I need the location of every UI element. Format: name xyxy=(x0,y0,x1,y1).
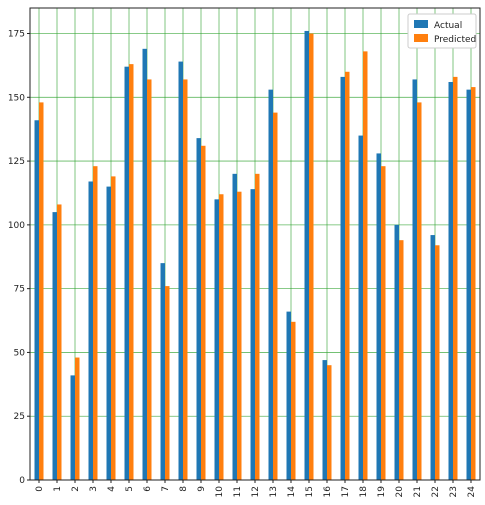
bar-actual-12 xyxy=(250,189,255,481)
x-tick-label: 22 xyxy=(431,486,441,497)
bar-actual-9 xyxy=(196,138,201,481)
bar-actual-6 xyxy=(142,48,147,480)
x-tick-label: 16 xyxy=(323,486,333,498)
bar-predicted-14 xyxy=(291,321,296,480)
bar-actual-22 xyxy=(430,235,435,480)
bar-actual-4 xyxy=(106,186,111,480)
x-tick-label: 0 xyxy=(35,486,45,492)
bars xyxy=(34,30,476,481)
x-tick-label: 12 xyxy=(251,486,261,497)
bar-predicted-1 xyxy=(57,204,62,481)
bar-actual-7 xyxy=(160,263,165,480)
legend-swatch-predicted xyxy=(414,34,428,42)
bar-predicted-0 xyxy=(39,102,44,481)
x-tick-label: 13 xyxy=(269,486,279,497)
legend-label-actual: Actual xyxy=(434,21,462,31)
bar-predicted-9 xyxy=(201,145,206,480)
bar-predicted-10 xyxy=(219,194,224,480)
x-tick-label: 18 xyxy=(359,486,369,498)
x-tick-label: 9 xyxy=(197,486,207,492)
x-tick-label: 15 xyxy=(305,486,315,497)
bar-actual-2 xyxy=(70,375,75,480)
bar-predicted-6 xyxy=(147,79,152,480)
bar-actual-14 xyxy=(286,311,291,480)
x-tick-label: 4 xyxy=(107,486,117,492)
bar-actual-23 xyxy=(448,81,453,480)
bar-actual-5 xyxy=(124,66,129,480)
bar-predicted-17 xyxy=(345,71,350,480)
x-tick-label: 11 xyxy=(233,486,243,497)
y-tick-label: 50 xyxy=(14,348,26,358)
y-tick-label: 0 xyxy=(19,476,25,486)
bar-predicted-12 xyxy=(255,173,260,481)
bar-actual-17 xyxy=(340,76,345,481)
bar-predicted-15 xyxy=(309,33,314,480)
y-tick-label: 150 xyxy=(8,93,25,103)
y-tick-label: 175 xyxy=(8,30,25,40)
legend: Actual Predicted xyxy=(407,13,477,49)
bar-actual-19 xyxy=(376,153,381,480)
y-tick-label: 25 xyxy=(14,412,25,422)
bar-actual-8 xyxy=(178,61,183,481)
bar-predicted-21 xyxy=(417,102,422,481)
bar-predicted-7 xyxy=(165,286,170,480)
bar-actual-0 xyxy=(34,120,39,480)
bar-predicted-13 xyxy=(273,112,278,480)
x-tick-label: 10 xyxy=(215,486,225,498)
bar-actual-11 xyxy=(232,173,237,481)
bar-predicted-8 xyxy=(183,79,188,480)
bar-actual-1 xyxy=(52,212,57,481)
bar-predicted-18 xyxy=(363,51,368,480)
x-tick-label: 23 xyxy=(449,486,459,497)
bar-actual-21 xyxy=(412,79,417,480)
bar-predicted-3 xyxy=(93,166,98,480)
bar-predicted-16 xyxy=(327,365,332,480)
bar-actual-20 xyxy=(394,224,399,480)
bar-predicted-22 xyxy=(435,245,440,480)
x-tick-label: 3 xyxy=(89,486,99,492)
bar-predicted-23 xyxy=(453,76,458,481)
x-tick-label: 14 xyxy=(287,486,297,498)
y-tick-label: 125 xyxy=(8,157,25,167)
legend-label-predicted: Predicted xyxy=(434,35,476,45)
y-tick-label: 75 xyxy=(14,285,25,295)
bar-actual-18 xyxy=(358,135,363,480)
bar-predicted-24 xyxy=(471,87,476,480)
x-tick-label: 2 xyxy=(71,486,81,492)
bar-predicted-11 xyxy=(237,191,242,480)
x-tick-label: 8 xyxy=(179,486,189,492)
y-axis: 0 25 50 75 100 125 150 175 xyxy=(8,30,30,486)
bar-predicted-19 xyxy=(381,166,386,480)
bar-predicted-4 xyxy=(111,176,116,480)
bar-actual-13 xyxy=(268,89,273,480)
x-tick-label: 19 xyxy=(377,486,387,498)
x-tick-label: 24 xyxy=(467,486,477,498)
y-tick-label: 100 xyxy=(8,221,25,231)
x-axis: 0 1 2 3 4 5 6 7 8 9 10 11 12 13 14 15 16 17 18 19 20 21 22 23 24 xyxy=(35,480,477,497)
bar-predicted-20 xyxy=(399,240,404,480)
bar-predicted-5 xyxy=(129,64,134,480)
x-tick-label: 20 xyxy=(395,486,405,498)
bar-actual-10 xyxy=(214,199,219,480)
x-tick-label: 7 xyxy=(161,486,171,492)
bar-actual-15 xyxy=(304,30,309,481)
x-tick-label: 21 xyxy=(413,486,423,497)
x-tick-label: 1 xyxy=(53,486,63,492)
bar-actual-3 xyxy=(88,181,93,481)
x-tick-label: 5 xyxy=(125,486,135,492)
x-tick-label: 6 xyxy=(143,486,153,492)
bar-predicted-2 xyxy=(75,357,80,480)
x-tick-label: 17 xyxy=(341,486,351,497)
bar-actual-24 xyxy=(466,89,471,480)
legend-swatch-actual xyxy=(414,20,428,28)
bar-actual-16 xyxy=(322,360,327,480)
